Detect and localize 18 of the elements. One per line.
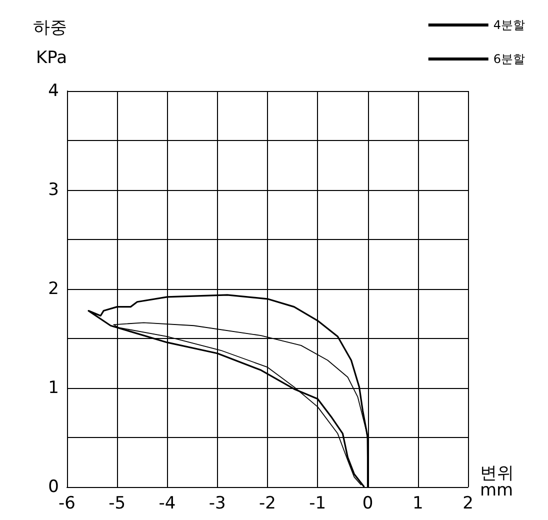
y-tick-label: 1	[48, 378, 59, 398]
y-tick-label: 4	[48, 81, 59, 101]
x-tick-label: 0	[362, 494, 374, 514]
x-tick-label: -1	[309, 494, 326, 514]
legend-label: 6분할	[493, 52, 526, 66]
x-tick-label: -2	[259, 494, 276, 514]
x-axis-title: 변위 mm	[480, 464, 514, 500]
x-tick-label: -6	[58, 494, 76, 514]
legend-label: 4분할	[493, 18, 526, 32]
y-tick-label: 0	[48, 477, 59, 497]
x-tick-label: -3	[208, 494, 226, 514]
x-tick-label: 2	[462, 494, 474, 514]
y-tick-label: 2	[48, 279, 59, 299]
x-tick-label: -5	[108, 494, 126, 514]
y-axis-title: 하중 KPa	[33, 18, 67, 68]
x-tick-label: 1	[412, 494, 424, 514]
x-tick-label: -4	[158, 494, 176, 514]
y-tick-label: 3	[48, 180, 59, 200]
